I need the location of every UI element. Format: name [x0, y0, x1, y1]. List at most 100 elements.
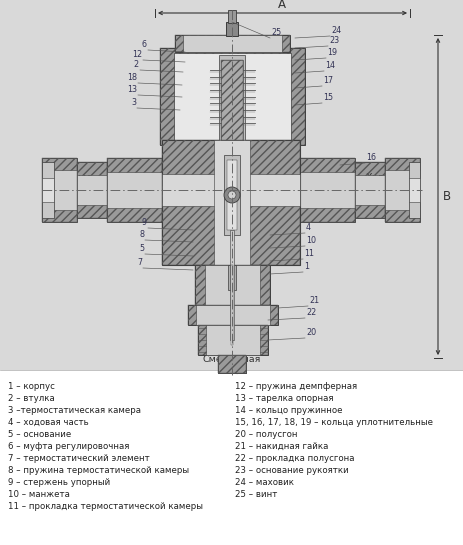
Text: 1 – корпус: 1 – корпус [8, 382, 55, 391]
Bar [205, 265, 260, 305]
Text: 24 – маховик: 24 – маховик [235, 478, 294, 487]
Bar [218, 355, 246, 373]
Bar [218, 355, 246, 373]
Bar [188, 305, 278, 325]
Text: 13 – тарелка опорная: 13 – тарелка опорная [235, 394, 333, 403]
Circle shape [224, 187, 240, 203]
Bar [409, 178, 420, 202]
Bar [162, 140, 300, 265]
Bar [196, 305, 270, 325]
Text: 11 – прокладка термостатической камеры: 11 – прокладка термостатической камеры [8, 502, 203, 511]
Text: Холодная
вода: Холодная вода [366, 173, 414, 193]
Text: 7 – термостатический элемент: 7 – термостатический элемент [8, 454, 150, 463]
Text: 20 – полусгон: 20 – полусгон [235, 430, 298, 439]
Text: 6: 6 [142, 40, 147, 49]
Bar [221, 60, 243, 140]
Text: 9: 9 [142, 218, 147, 227]
Text: 18: 18 [127, 73, 137, 82]
Bar [231, 265, 233, 345]
Bar [0, 370, 463, 545]
Bar [77, 162, 107, 218]
Text: 5 – основание: 5 – основание [8, 430, 71, 439]
Text: 25 – винт: 25 – винт [235, 490, 277, 499]
Bar [228, 10, 236, 23]
Text: 15, 16, 17, 18, 19 – кольца уплотнительные: 15, 16, 17, 18, 19 – кольца уплотнительн… [235, 418, 433, 427]
Bar [0, 0, 463, 370]
Bar [195, 265, 270, 305]
Text: 3 –термостатическая камера: 3 –термостатическая камера [8, 406, 141, 415]
Bar [162, 140, 300, 265]
Text: 23 – основание рукоятки: 23 – основание рукоятки [235, 466, 349, 475]
Text: 2: 2 [134, 60, 139, 69]
Bar [228, 265, 236, 290]
Text: 2 – втулка: 2 – втулка [8, 394, 55, 403]
Bar [42, 162, 54, 218]
Text: 10: 10 [306, 236, 316, 245]
Bar [174, 53, 291, 140]
Bar [175, 35, 290, 52]
Text: 11: 11 [304, 249, 314, 258]
Bar [214, 140, 250, 265]
Text: 25: 25 [271, 28, 281, 37]
Bar [300, 158, 355, 222]
Text: 22 – прокладка полусгона: 22 – прокладка полусгона [235, 454, 355, 463]
Text: 21 – накидная гайка: 21 – накидная гайка [235, 442, 328, 451]
Bar [226, 22, 238, 36]
Bar [195, 265, 270, 305]
Bar [206, 325, 260, 355]
Bar [160, 48, 305, 145]
Bar [385, 158, 420, 222]
Text: 9 – стержень упорный: 9 – стержень упорный [8, 478, 110, 487]
Text: 24: 24 [331, 26, 341, 35]
Text: 4 – ходовая часть: 4 – ходовая часть [8, 418, 89, 427]
Text: 16: 16 [366, 153, 376, 162]
Bar [300, 158, 355, 222]
Bar [175, 35, 290, 52]
Bar [300, 172, 355, 208]
Bar [160, 48, 305, 145]
Text: B: B [443, 190, 451, 203]
Bar [77, 162, 107, 218]
Text: 19: 19 [327, 48, 337, 57]
Bar [198, 325, 268, 355]
Text: A: A [278, 0, 286, 11]
Bar [409, 162, 420, 218]
Bar [198, 325, 268, 355]
Text: 5: 5 [139, 244, 144, 253]
Text: 17: 17 [323, 76, 333, 85]
Text: 8 – пружина термостатической камеры: 8 – пружина термостатической камеры [8, 466, 189, 475]
Text: Смешанная
вода: Смешанная вода [203, 355, 261, 375]
Bar [219, 55, 245, 145]
Bar [385, 158, 420, 222]
Bar [77, 175, 107, 205]
Text: Горячая
вода: Горячая вода [52, 173, 92, 193]
Text: 15: 15 [323, 93, 333, 102]
Bar [355, 175, 385, 205]
Bar [107, 158, 162, 222]
Bar [162, 174, 300, 206]
Text: 14 – кольцо пружинное: 14 – кольцо пружинное [235, 406, 343, 415]
Bar [230, 230, 234, 340]
Bar [385, 170, 420, 210]
Text: 3: 3 [131, 98, 136, 107]
Text: 6 – муфта регулировочная: 6 – муфта регулировочная [8, 442, 129, 451]
Bar [42, 158, 77, 222]
Text: 8: 8 [139, 230, 144, 239]
Circle shape [228, 191, 236, 199]
Text: 12: 12 [132, 50, 142, 59]
Bar [355, 162, 385, 218]
Bar [42, 178, 54, 202]
Text: 22: 22 [306, 308, 316, 317]
Bar [218, 355, 246, 373]
Text: 13: 13 [127, 85, 137, 94]
Text: 21: 21 [309, 296, 319, 305]
Bar [107, 172, 162, 208]
Text: 23: 23 [329, 36, 339, 45]
Bar [355, 162, 385, 218]
Text: 10 – манжета: 10 – манжета [8, 490, 70, 499]
Bar [227, 160, 237, 230]
Text: 1: 1 [304, 262, 309, 271]
Bar [188, 305, 278, 325]
Bar [107, 158, 162, 222]
Text: 14: 14 [325, 61, 335, 70]
